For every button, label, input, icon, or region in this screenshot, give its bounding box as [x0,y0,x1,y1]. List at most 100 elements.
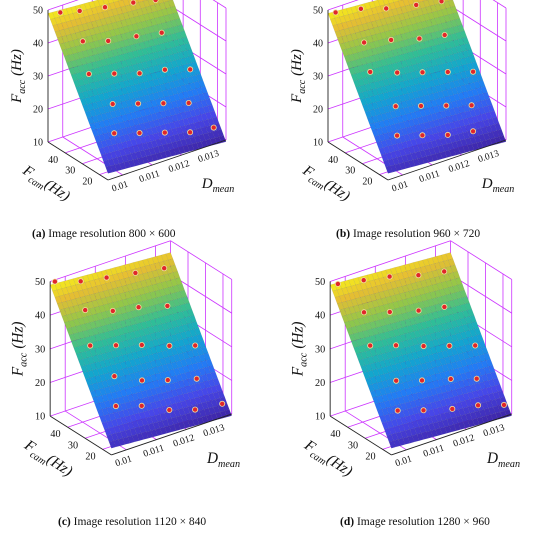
panel-d: 10 20 30 40 50 20 30 40 0.01 0.011 0.012 0.013 Facc (… [290,240,520,480]
x-axis-title-sub: mean [213,184,235,195]
y-axis-line [327,141,389,181]
grid-line [330,240,451,282]
x-tick-label: 0.012 [447,159,471,175]
grid-line [327,0,359,11]
data-point [112,403,119,410]
data-point [415,307,422,314]
x-axis-title-main: D [481,176,493,192]
caption-d: (d) Image resolution 1280 × 960 [340,516,490,528]
caption-c-text: Image resolution 1120 × 840 [73,516,207,528]
y-tick-label: 30 [68,440,78,451]
surface-a [47,0,227,174]
surface-d [330,252,512,449]
z-tick-label: 50 [33,6,43,17]
z-axis-title-unit: (Hz) [290,321,307,348]
surface-b [327,0,507,174]
data-point [111,130,118,137]
z-axis-title-main: F [10,366,27,377]
y-axis-line [49,415,112,456]
data-point [394,407,401,414]
data-point [386,273,393,280]
data-point [473,375,480,382]
z-axis-title: Facc (Hz) [9,49,28,104]
data-point [77,278,84,285]
x-axis-title: Dmean [486,450,520,470]
x-tick-label: 0.011 [142,443,166,460]
z-axis-title-sub: acc [297,79,308,93]
data-point [76,7,83,14]
data-point [332,9,339,16]
data-point [438,0,445,5]
data-point [360,277,367,284]
grid-line [492,0,507,9]
z-tick-label: 10 [33,138,43,149]
x-axis-line [387,139,507,181]
data-point [472,342,479,349]
caption-a-text: Image resolution 800 × 600 [48,228,176,240]
data-point [441,303,448,310]
caption-d-text: Image resolution 1280 × 960 [356,516,490,528]
surface-cell [466,308,475,317]
y-tick-label: 20 [82,177,92,188]
data-point [219,400,226,407]
surface-cell [167,258,176,267]
surface-cell [205,359,214,367]
data-point [160,100,167,107]
y-tick-label: 40 [50,429,60,440]
data-point [152,0,159,3]
x-tick-label: 0.012 [452,432,476,449]
data-point [111,373,118,380]
grid-line [212,0,227,9]
surface-cell [179,30,187,39]
data-point [192,342,199,349]
y-axis-title-unit: (Hz) [44,451,76,480]
z-axis-title-unit: (Hz) [289,49,305,76]
data-point [413,1,420,8]
data-point [85,71,92,78]
z-axis-title-sub: acc [299,352,310,367]
y-tick-label: 40 [328,155,338,166]
caption-b-letter: (b) [336,228,351,240]
data-point [500,401,507,408]
z-tick-label: 40 [33,39,43,50]
data-point [449,405,456,412]
y-tick-label: 30 [65,166,75,177]
x-tick-label: 0.011 [418,169,441,185]
surface-cell [447,258,456,267]
z-axis-title-unit: (Hz) [10,321,27,348]
data-point [383,5,390,12]
grid-line [47,0,79,11]
data-point [420,343,427,350]
data-point [392,342,399,349]
y-tick-label: 20 [362,177,372,188]
points-d [334,268,507,414]
x-axis-title-main: D [486,450,498,467]
data-point [51,278,58,285]
data-point [361,39,368,46]
data-point [444,69,451,76]
z-tick-label: 50 [315,277,325,288]
data-point [109,307,116,314]
data-point [133,33,140,40]
y-axis-title: Fcam(Hz) [17,162,72,207]
data-point [102,4,109,11]
data-point [161,265,168,272]
z-tick-label: 40 [313,39,323,50]
z-tick-label: 40 [35,311,45,322]
x-axis-line [111,413,232,456]
surface-cell [485,359,494,367]
surface-cell [165,252,174,261]
data-point [135,100,142,107]
axes-b [327,10,507,181]
grid-line [50,240,171,282]
z-axis-title-main: F [9,93,25,104]
data-point [185,100,192,107]
points-c [51,265,226,413]
data-point [415,272,422,279]
data-point [130,0,137,6]
surface-cell [212,116,220,125]
caption-c: (c) Image resolution 1120 × 840 [58,516,206,528]
z-tick-label: 30 [315,344,325,355]
data-point [416,35,423,42]
data-point [360,309,367,316]
